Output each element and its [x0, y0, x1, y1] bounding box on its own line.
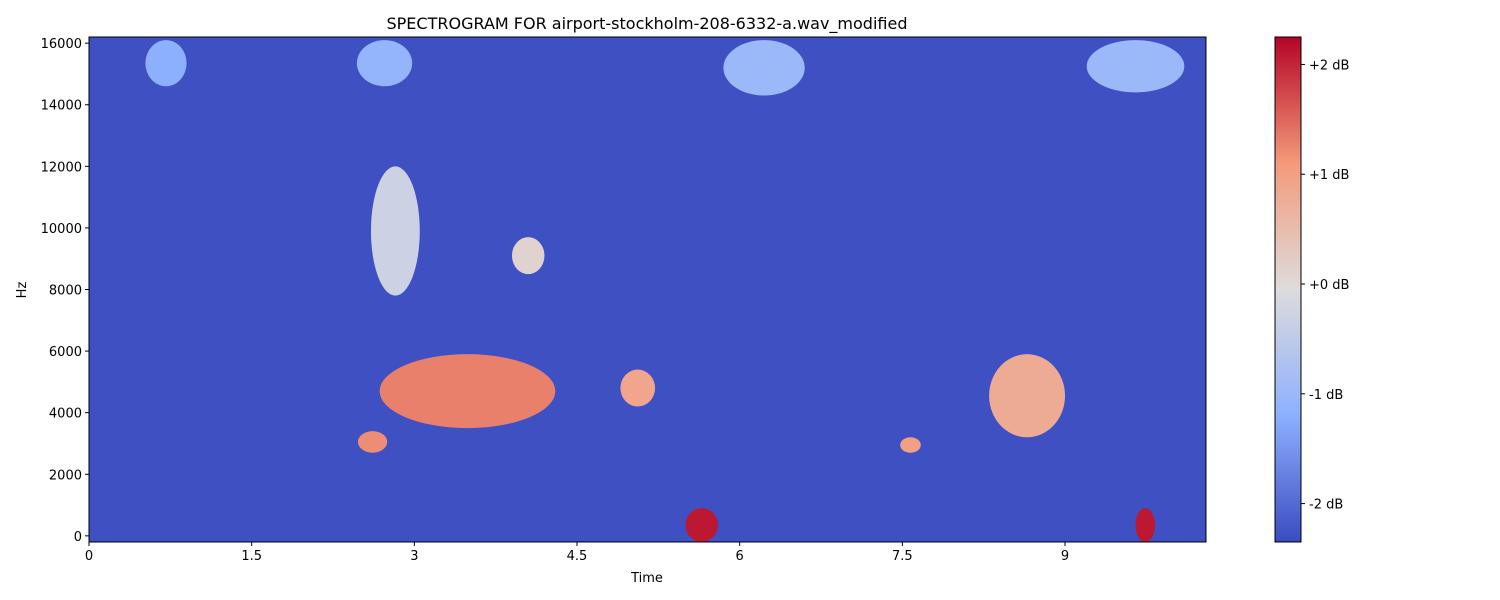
x-tick-label: 4.5 [567, 549, 588, 564]
spectrogram-region-8 [620, 369, 656, 407]
spectrogram-background [89, 37, 1206, 542]
y-tick-label: 2000 [49, 468, 82, 483]
x-axis: 0 1.5 3 4.5 6 7.5 9 [85, 542, 1069, 564]
y-tick-label: 14000 [41, 99, 82, 114]
colorbar-scale [1274, 36, 1302, 543]
spectrogram-region-7 [357, 431, 388, 453]
x-tick-label: 6 [736, 549, 744, 564]
colorbar: -2 dB -1 dB +0 dB +1 dB +2 dB [1274, 36, 1349, 543]
spectrogram-region-6 [379, 354, 556, 429]
x-tick-label: 7.5 [892, 549, 913, 564]
x-tick-label: 9 [1061, 549, 1069, 564]
spectrogram-region-3 [1086, 40, 1185, 93]
x-tick-label: 3 [410, 549, 418, 564]
y-tick-label: 4000 [49, 407, 82, 422]
spectrogram-region-11 [685, 508, 718, 542]
spectrogram-region-4 [370, 166, 420, 296]
colorbar-tick-label: +0 dB [1309, 278, 1349, 293]
colorbar-tick-label: -2 dB [1309, 498, 1343, 513]
colorbar-tick-label: +1 dB [1309, 168, 1349, 183]
spectrogram-region-1 [356, 40, 413, 87]
spectrogram-region-9 [900, 437, 921, 453]
y-axis-label: Hz [15, 282, 30, 299]
x-tick-label: 1.5 [241, 549, 262, 564]
colorbar-tick-label: -1 dB [1309, 388, 1343, 403]
y-axis: 0 2000 4000 6000 8000 10000 12000 14000 16000 [41, 37, 89, 545]
y-tick-label: 0 [74, 530, 82, 545]
y-tick-label: 10000 [41, 222, 82, 237]
spectrogram-region-0 [145, 40, 187, 87]
y-tick-label: 16000 [41, 37, 82, 52]
colorbar-tick-label: +2 dB [1309, 58, 1349, 73]
spectrogram-region-10 [989, 354, 1066, 438]
y-tick-label: 6000 [49, 345, 82, 360]
x-tick-label: 0 [85, 549, 93, 564]
y-tick-label: 12000 [41, 160, 82, 175]
x-axis-label: Time [630, 571, 663, 586]
spectrogram-region-5 [511, 237, 545, 275]
spectrogram-region-2 [723, 40, 805, 96]
plot-area [88, 36, 1207, 543]
chart-title: SPECTROGRAM FOR airport-stockholm-208-63… [387, 14, 908, 34]
spectrogram-region-12 [1135, 508, 1156, 542]
y-tick-label: 8000 [49, 284, 82, 299]
